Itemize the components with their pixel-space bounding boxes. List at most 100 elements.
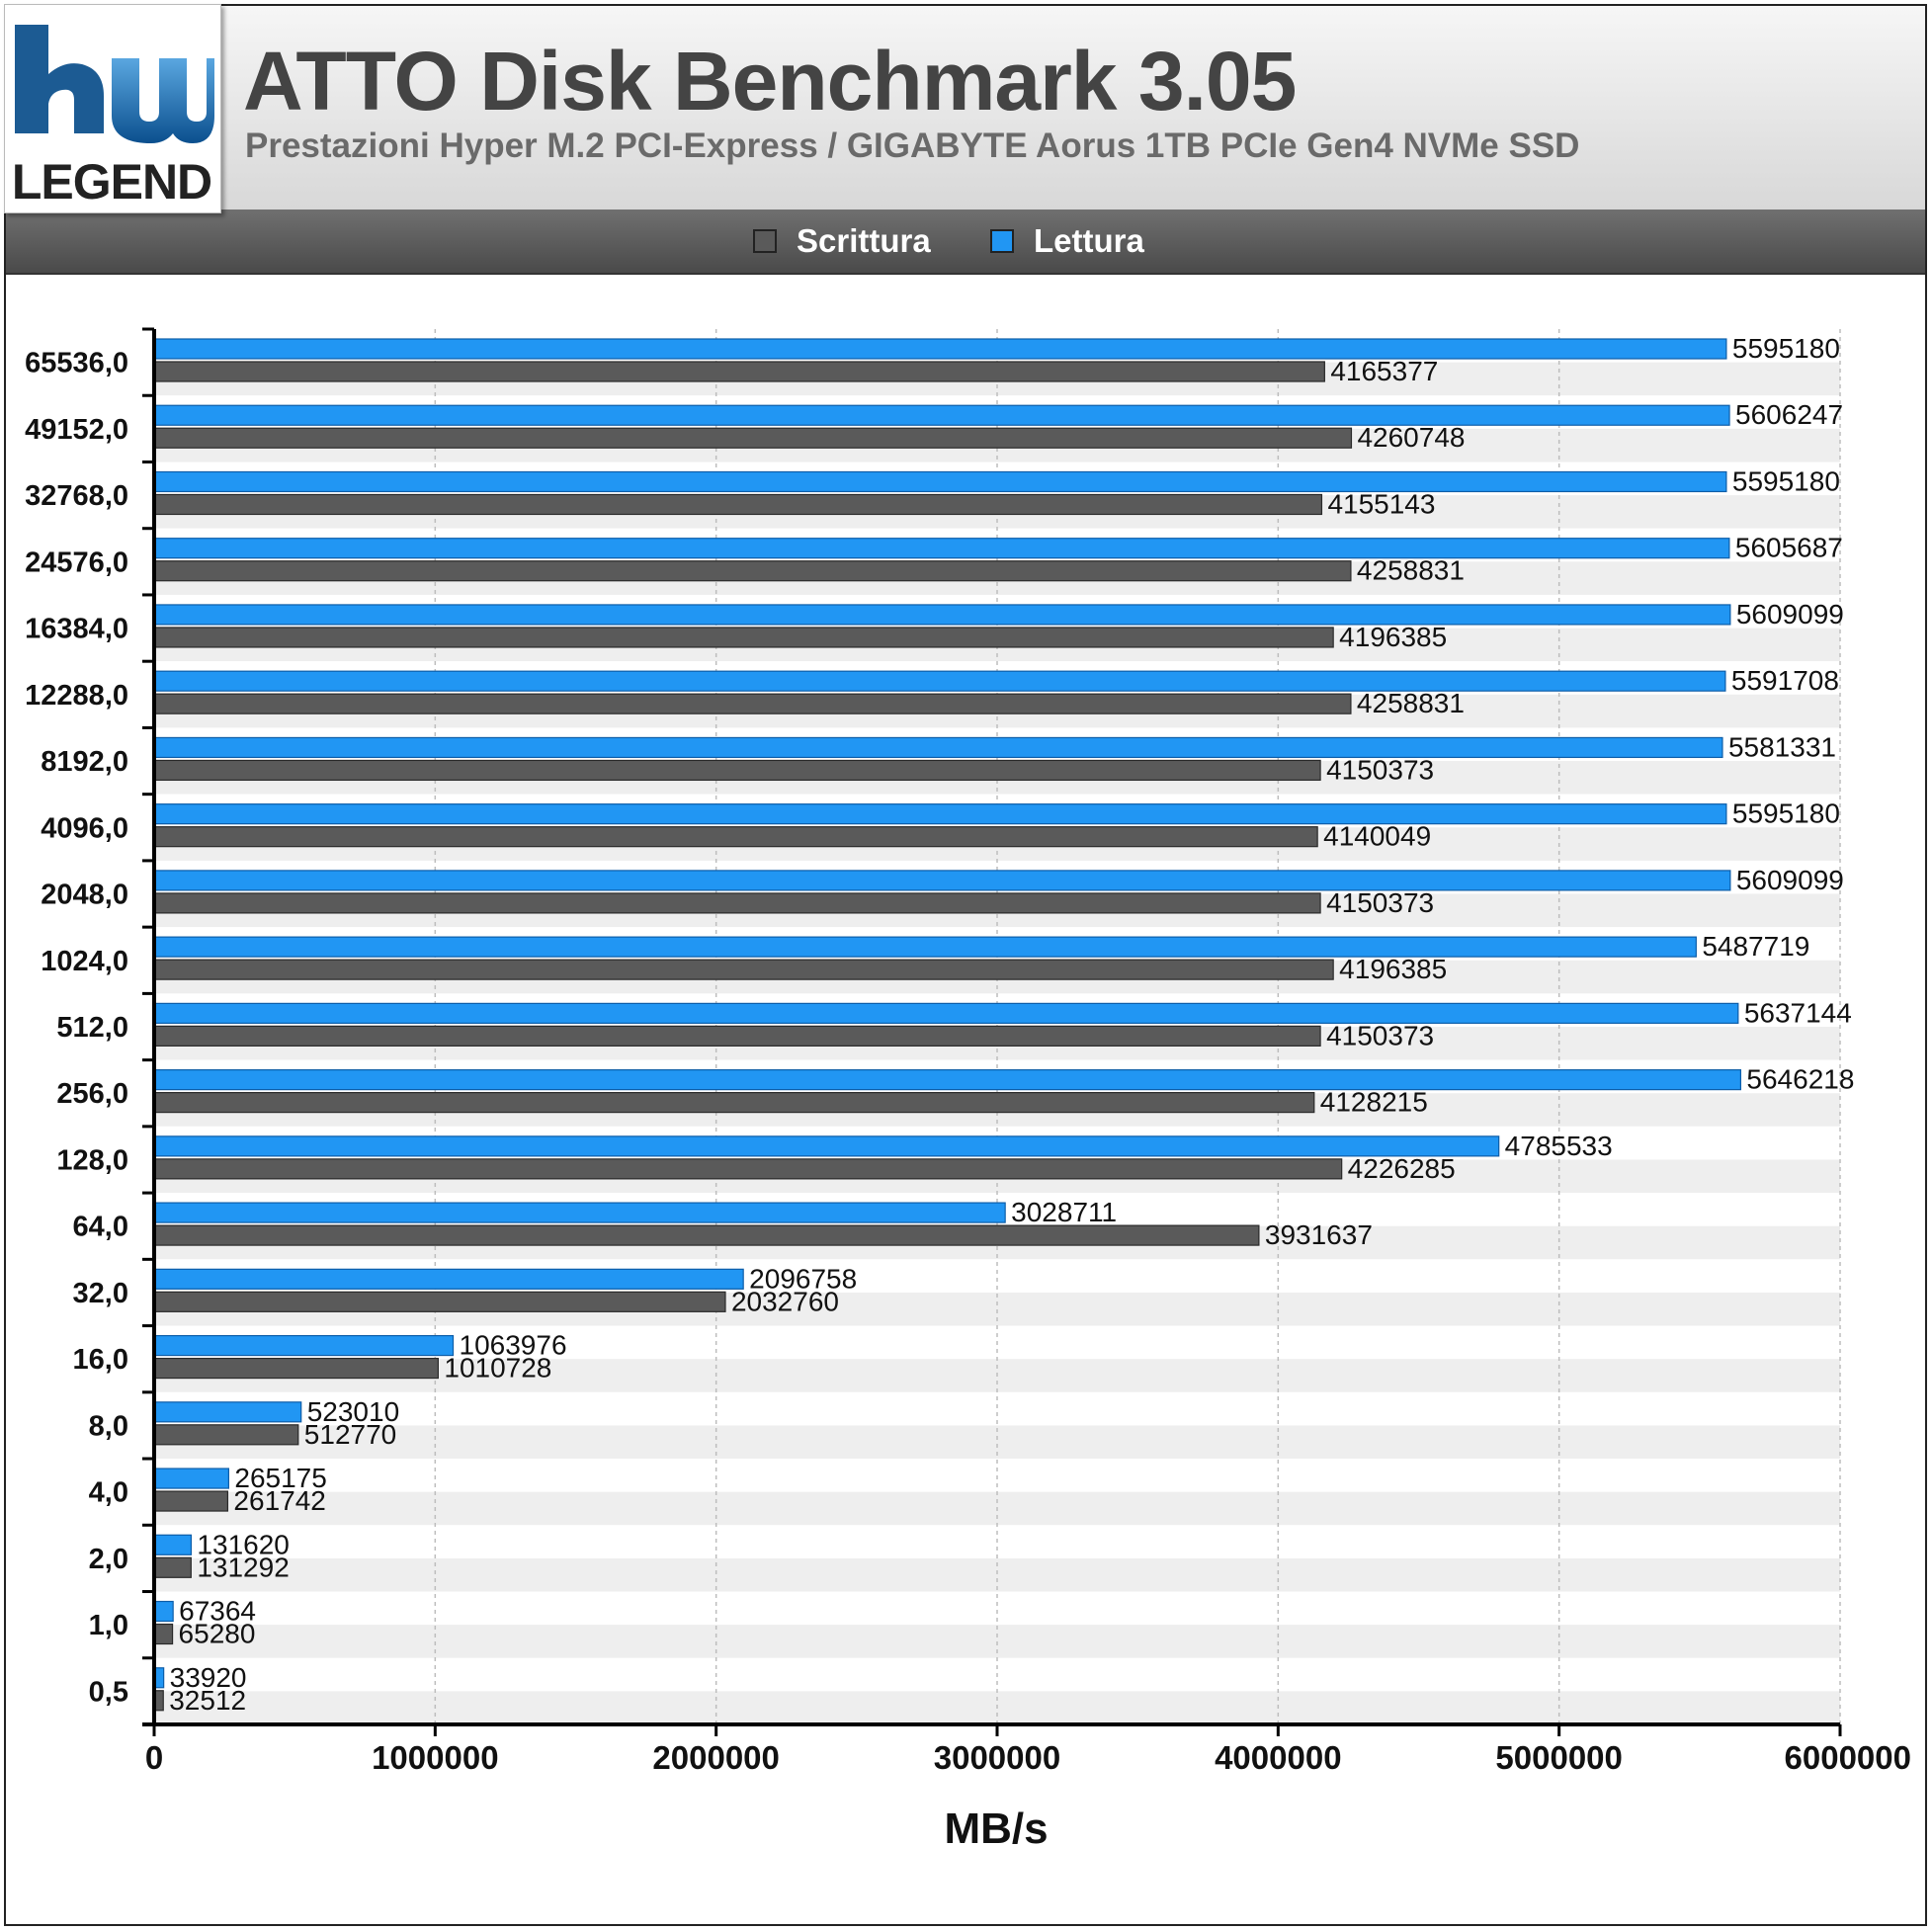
y-tick-label: 32,0	[73, 1278, 128, 1309]
bar-lettura	[153, 870, 1731, 891]
data-label-scrittura: 32512	[169, 1685, 246, 1716]
logo-icon: LEGEND	[12, 25, 214, 210]
bar-lettura	[153, 1534, 193, 1555]
y-tick-label: 16,0	[73, 1344, 128, 1376]
data-label-scrittura: 4140049	[1323, 821, 1431, 852]
legend-item-scrittura: Scrittura	[753, 210, 931, 273]
x-tick-label: 0	[145, 1739, 163, 1776]
y-tick-label: 65536,0	[25, 348, 128, 379]
y-tick-label: 8,0	[89, 1410, 128, 1442]
data-label-lettura: 5581331	[1728, 731, 1836, 762]
y-tick-label: 4096,0	[41, 812, 128, 844]
data-label-scrittura: 131292	[197, 1552, 289, 1582]
data-label-lettura: 5646218	[1746, 1064, 1854, 1095]
y-tick-label: 64,0	[73, 1212, 128, 1243]
hw-legend-logo: LEGEND	[4, 4, 221, 213]
bar-lettura	[153, 1334, 455, 1357]
x-tick-label: 4000000	[1215, 1739, 1341, 1776]
data-label-lettura: 5637144	[1744, 997, 1852, 1028]
bar-lettura	[153, 538, 1730, 559]
data-label-lettura: 5591708	[1731, 665, 1839, 696]
labels: 5595180 4165377 65536,0 5606247 4260748 49152…	[25, 333, 1911, 1776]
bar-scrittura	[153, 1623, 174, 1645]
bar-lettura	[153, 1202, 1006, 1223]
svg-text:LEGEND: LEGEND	[12, 154, 211, 210]
data-label-scrittura: 4150373	[1326, 1020, 1434, 1050]
y-tick-label: 128,0	[56, 1144, 128, 1176]
bar-scrittura	[153, 826, 1318, 848]
axes	[142, 327, 1842, 1736]
y-tick-label: 8192,0	[41, 746, 128, 778]
data-label-lettura: 5605687	[1735, 533, 1843, 563]
legend: Scrittura Lettura	[6, 210, 1925, 275]
bar-lettura	[153, 1468, 229, 1489]
bar-lettura	[153, 1002, 1739, 1024]
x-tick-label: 2000000	[652, 1739, 779, 1776]
legend-label-lettura: Lettura	[1034, 222, 1144, 259]
data-label-lettura: 1063976	[460, 1330, 567, 1361]
bar-lettura	[153, 1268, 744, 1290]
y-tick-label: 24576,0	[25, 546, 128, 578]
bars	[153, 338, 1742, 1712]
bar-scrittura	[153, 959, 1334, 980]
data-label-lettura: 4785533	[1505, 1131, 1613, 1161]
chart-header: ATTO Disk Benchmark 3.05 Prestazioni Hyp…	[6, 6, 1925, 210]
bar-lettura	[153, 670, 1726, 692]
bar-lettura	[153, 1069, 1742, 1091]
bar-lettura	[153, 736, 1723, 759]
bar-scrittura	[153, 1556, 192, 1578]
data-label-scrittura: 4196385	[1339, 954, 1447, 984]
chart-subtitle: Prestazioni Hyper M.2 PCI-Express / GIGA…	[245, 126, 1580, 165]
data-label-scrittura: 4196385	[1339, 622, 1447, 652]
bar-lettura	[153, 604, 1731, 626]
x-tick-label: 5000000	[1495, 1739, 1622, 1776]
bar-scrittura	[153, 1424, 299, 1446]
data-label-scrittura: 261742	[233, 1485, 325, 1516]
bar-lettura	[153, 1401, 302, 1423]
data-label-scrittura: 4260748	[1357, 422, 1465, 453]
y-tick-label: 12288,0	[25, 680, 128, 712]
chart-title: ATTO Disk Benchmark 3.05	[243, 35, 1297, 127]
data-label-scrittura: 4226285	[1348, 1153, 1456, 1184]
data-label-scrittura: 4165377	[1330, 356, 1438, 386]
data-label-lettura: 5595180	[1732, 333, 1840, 364]
y-tick-label: 4,0	[89, 1477, 128, 1509]
data-label-scrittura: 4258831	[1357, 555, 1465, 586]
legend-swatch-lettura	[990, 229, 1014, 253]
y-tick-label: 16384,0	[25, 614, 128, 645]
data-label-lettura: 5609099	[1736, 865, 1844, 895]
bar-scrittura	[153, 1291, 726, 1312]
data-label-lettura: 523010	[307, 1396, 399, 1427]
bar-lettura	[153, 803, 1727, 825]
x-tick-label: 6000000	[1785, 1739, 1911, 1776]
legend-swatch-scrittura	[753, 229, 777, 253]
data-label-lettura: 2096758	[749, 1263, 857, 1294]
data-label-lettura: 131620	[197, 1529, 289, 1559]
y-tick-label: 32768,0	[25, 480, 128, 512]
bar-lettura	[153, 1135, 1500, 1157]
bar-scrittura	[153, 627, 1334, 648]
y-tick-label: 0,5	[89, 1676, 128, 1708]
data-label-lettura: 5609099	[1736, 599, 1844, 629]
y-tick-label: 512,0	[56, 1012, 128, 1044]
bar-scrittura	[153, 1490, 229, 1512]
data-label-scrittura: 4258831	[1357, 688, 1465, 718]
data-label-scrittura: 2032760	[731, 1286, 839, 1316]
x-tick-label: 3000000	[934, 1739, 1060, 1776]
bar-scrittura	[153, 560, 1352, 582]
bar-scrittura	[153, 1357, 439, 1380]
data-label-scrittura: 1010728	[444, 1353, 551, 1384]
y-tick-label: 256,0	[56, 1078, 128, 1110]
bar-scrittura	[153, 1158, 1343, 1180]
bar-scrittura	[153, 493, 1323, 516]
y-tick-label: 49152,0	[25, 414, 128, 446]
data-label-lettura: 5606247	[1735, 399, 1843, 430]
data-label-lettura: 3028711	[1011, 1197, 1117, 1227]
legend-label-scrittura: Scrittura	[797, 222, 931, 259]
data-label-lettura: 265175	[234, 1463, 326, 1493]
y-tick-label: 1024,0	[41, 946, 128, 977]
x-axis-title: MB/s	[944, 1804, 1048, 1853]
data-label-scrittura: 4150373	[1326, 887, 1434, 918]
bar-lettura	[153, 338, 1727, 360]
